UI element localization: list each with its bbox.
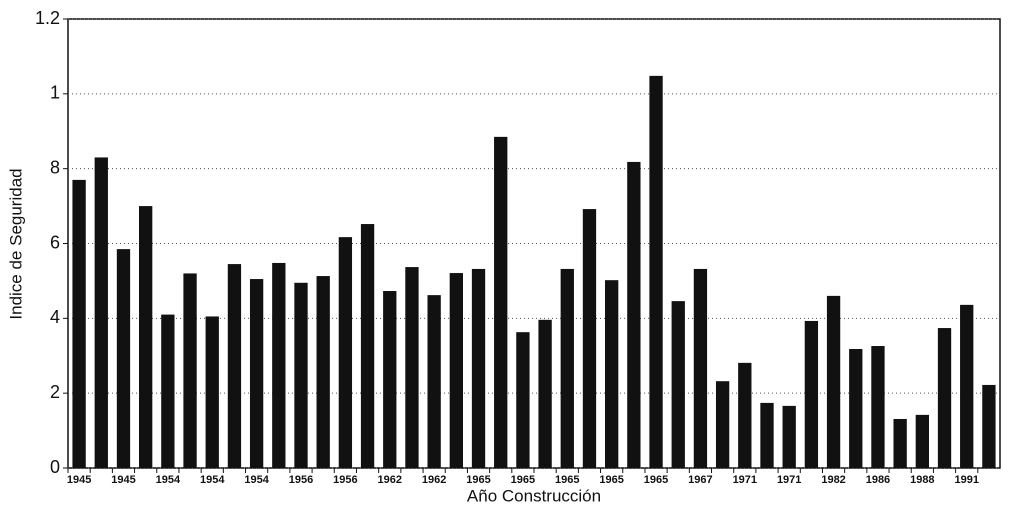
bar bbox=[427, 295, 441, 468]
bar bbox=[582, 209, 597, 468]
bar bbox=[116, 249, 131, 468]
x-tick-label: 1954 bbox=[156, 474, 181, 486]
bar bbox=[72, 179, 86, 468]
x-tick-label: 1962 bbox=[378, 474, 402, 486]
x-tick-label: 1982 bbox=[821, 474, 845, 486]
bar bbox=[982, 384, 996, 468]
x-tick-label: 1965 bbox=[644, 474, 668, 486]
x-tick-label: 1965 bbox=[599, 474, 623, 486]
x-tick-label: 1954 bbox=[200, 474, 225, 486]
y-tick-label: 8 bbox=[50, 157, 60, 177]
x-tick-label: 1956 bbox=[333, 474, 357, 486]
x-tick-label: 1988 bbox=[910, 474, 934, 486]
x-tick-label: 1954 bbox=[244, 474, 269, 486]
bar bbox=[804, 320, 819, 468]
x-tick-label: 1971 bbox=[777, 474, 801, 486]
bar bbox=[871, 346, 885, 468]
y-tick-label: 2 bbox=[50, 382, 60, 402]
bar bbox=[471, 268, 486, 468]
x-tick-label: 1965 bbox=[511, 474, 535, 486]
bar bbox=[937, 328, 952, 468]
x-tick-label: 1962 bbox=[422, 474, 446, 486]
bar bbox=[715, 381, 730, 468]
bar bbox=[649, 75, 663, 468]
x-tick-label: 1967 bbox=[688, 474, 712, 486]
bar bbox=[693, 268, 708, 468]
bar bbox=[227, 264, 242, 468]
x-axis-label: Año Construcción bbox=[467, 486, 601, 505]
bar bbox=[249, 279, 264, 468]
bar bbox=[161, 314, 175, 468]
y-tick-label: 1 bbox=[50, 83, 60, 103]
bar bbox=[294, 282, 308, 468]
bar bbox=[849, 349, 863, 468]
bar bbox=[272, 262, 286, 468]
bar bbox=[627, 161, 641, 468]
bar bbox=[605, 280, 619, 468]
x-tick-label: 1965 bbox=[466, 474, 490, 486]
bar bbox=[516, 332, 530, 468]
bar bbox=[738, 362, 752, 468]
bar bbox=[826, 295, 841, 468]
bar bbox=[560, 268, 574, 468]
bar bbox=[405, 267, 419, 468]
bar bbox=[915, 414, 929, 468]
y-tick-label: 1.2 bbox=[35, 8, 60, 28]
x-tick-label: 1956 bbox=[289, 474, 313, 486]
bar bbox=[782, 405, 796, 468]
x-tick-label: 1945 bbox=[111, 474, 135, 486]
bar bbox=[205, 316, 219, 468]
bar bbox=[383, 291, 397, 468]
y-tick-label: 6 bbox=[50, 232, 60, 252]
x-tick-label: 1991 bbox=[954, 474, 978, 486]
x-tick-label: 1986 bbox=[866, 474, 890, 486]
bar bbox=[960, 304, 974, 468]
bar bbox=[360, 224, 375, 468]
bar bbox=[671, 301, 685, 468]
y-tick-label: 0 bbox=[50, 457, 60, 477]
bar bbox=[139, 206, 153, 469]
bar bbox=[449, 273, 463, 468]
x-tick-label: 1945 bbox=[67, 474, 91, 486]
y-tick-label: 4 bbox=[50, 307, 60, 327]
bar bbox=[316, 276, 330, 468]
bar bbox=[760, 402, 774, 468]
bar bbox=[893, 418, 907, 468]
x-tick-label: 1971 bbox=[733, 474, 757, 486]
x-tick-label: 1965 bbox=[555, 474, 579, 486]
y-axis-label: Indice de Seguridad bbox=[6, 168, 25, 319]
bar bbox=[183, 273, 197, 468]
bar bbox=[538, 319, 552, 468]
bar bbox=[494, 136, 508, 469]
bar bbox=[94, 157, 108, 469]
bar bbox=[338, 237, 353, 468]
